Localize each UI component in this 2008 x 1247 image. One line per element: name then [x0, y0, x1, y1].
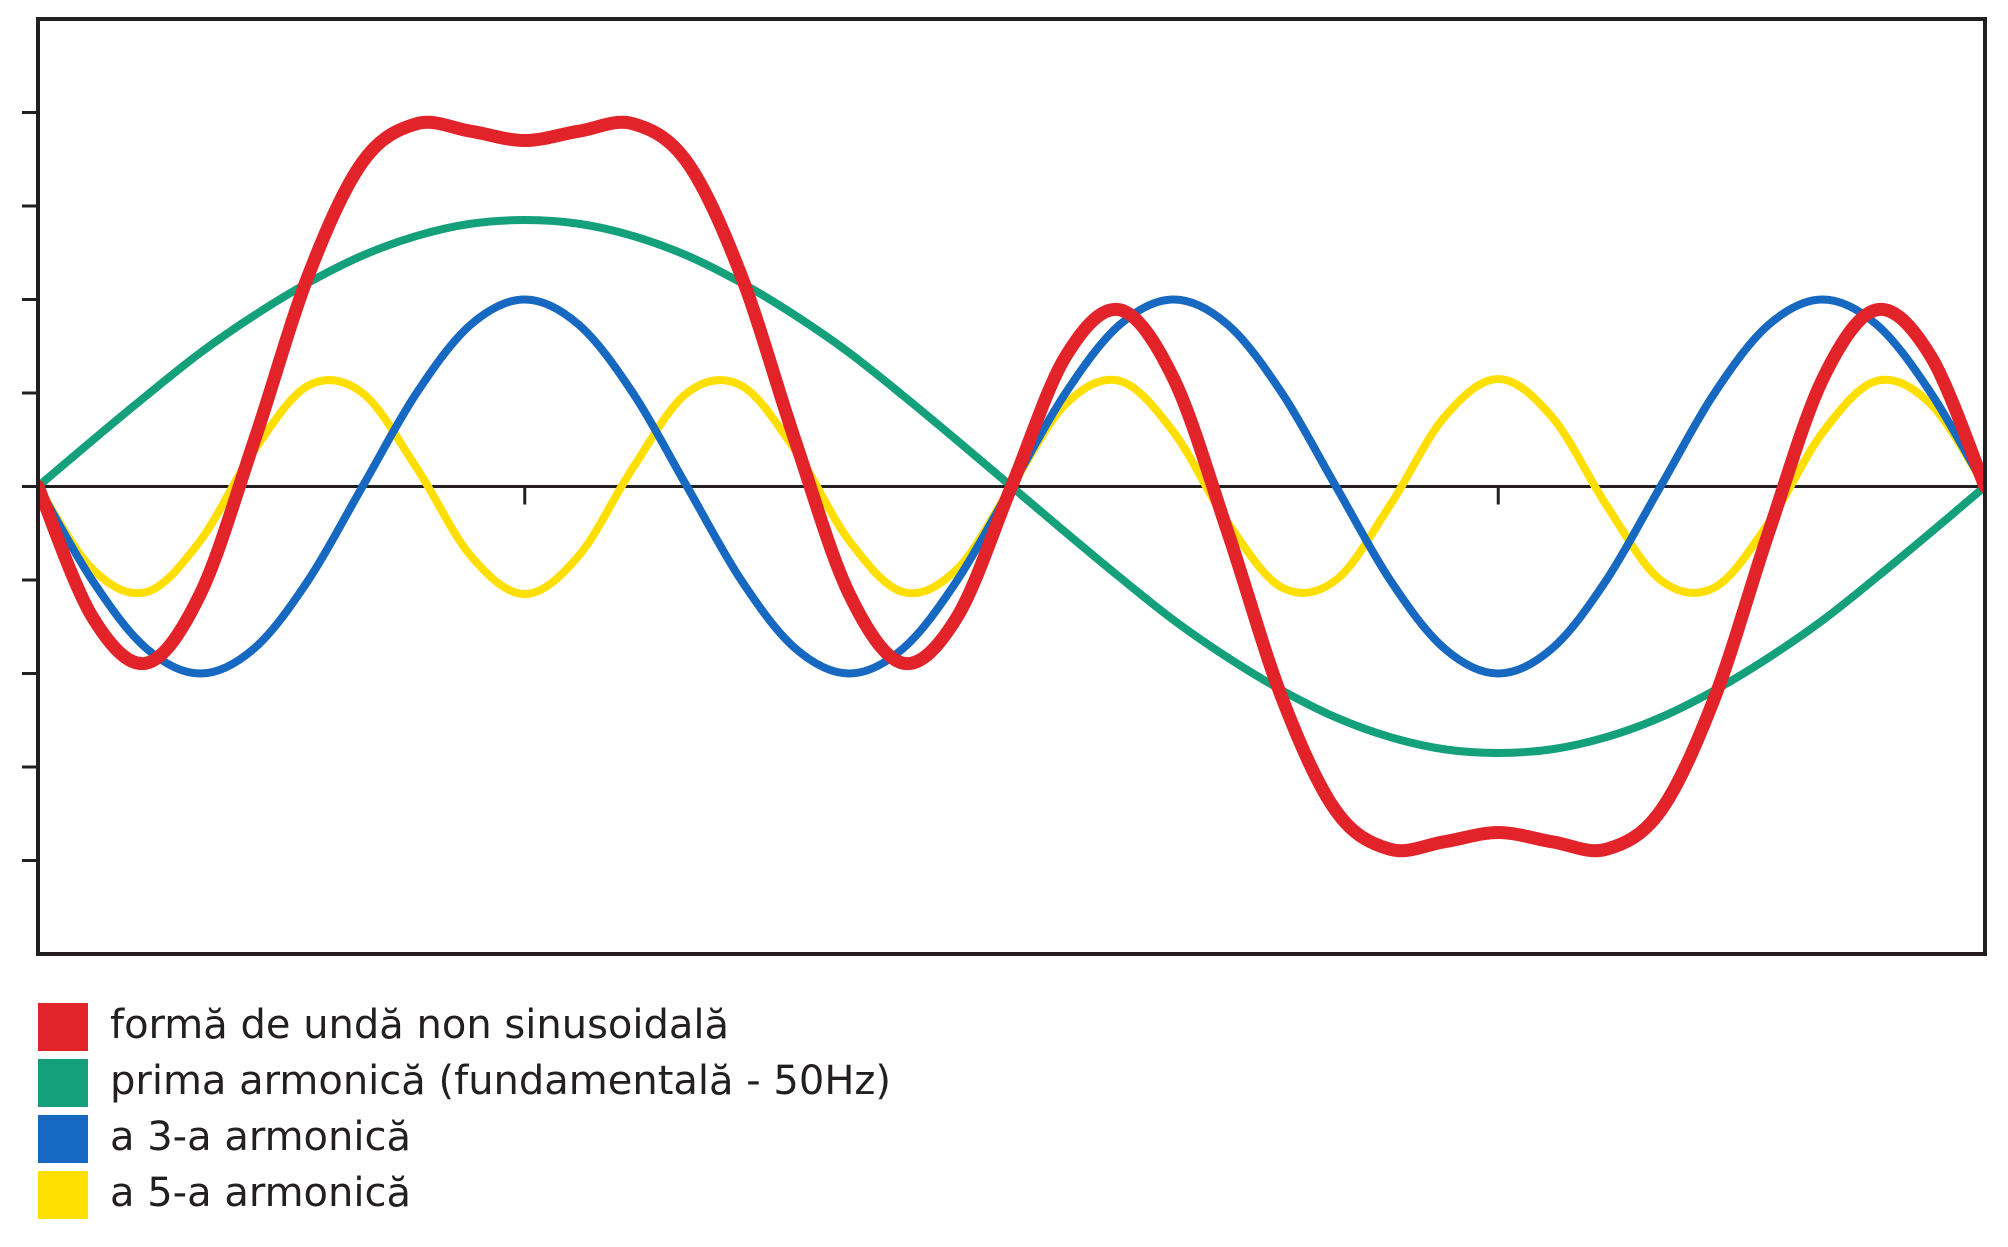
legend-swatch — [38, 1171, 88, 1219]
legend-swatch — [38, 1003, 88, 1051]
legend-label: prima armonică (fundamentală - 50Hz) — [110, 1058, 891, 1104]
legend-label: a 5-a armonică — [110, 1170, 411, 1216]
legend-label: formă de undă non sinusoidală — [110, 1002, 729, 1048]
legend-swatch — [38, 1059, 88, 1107]
legend-swatch — [38, 1115, 88, 1163]
legend-label: a 3-a armonică — [110, 1114, 411, 1160]
plot-frame — [36, 17, 1987, 956]
series-line — [38, 115, 1985, 858]
